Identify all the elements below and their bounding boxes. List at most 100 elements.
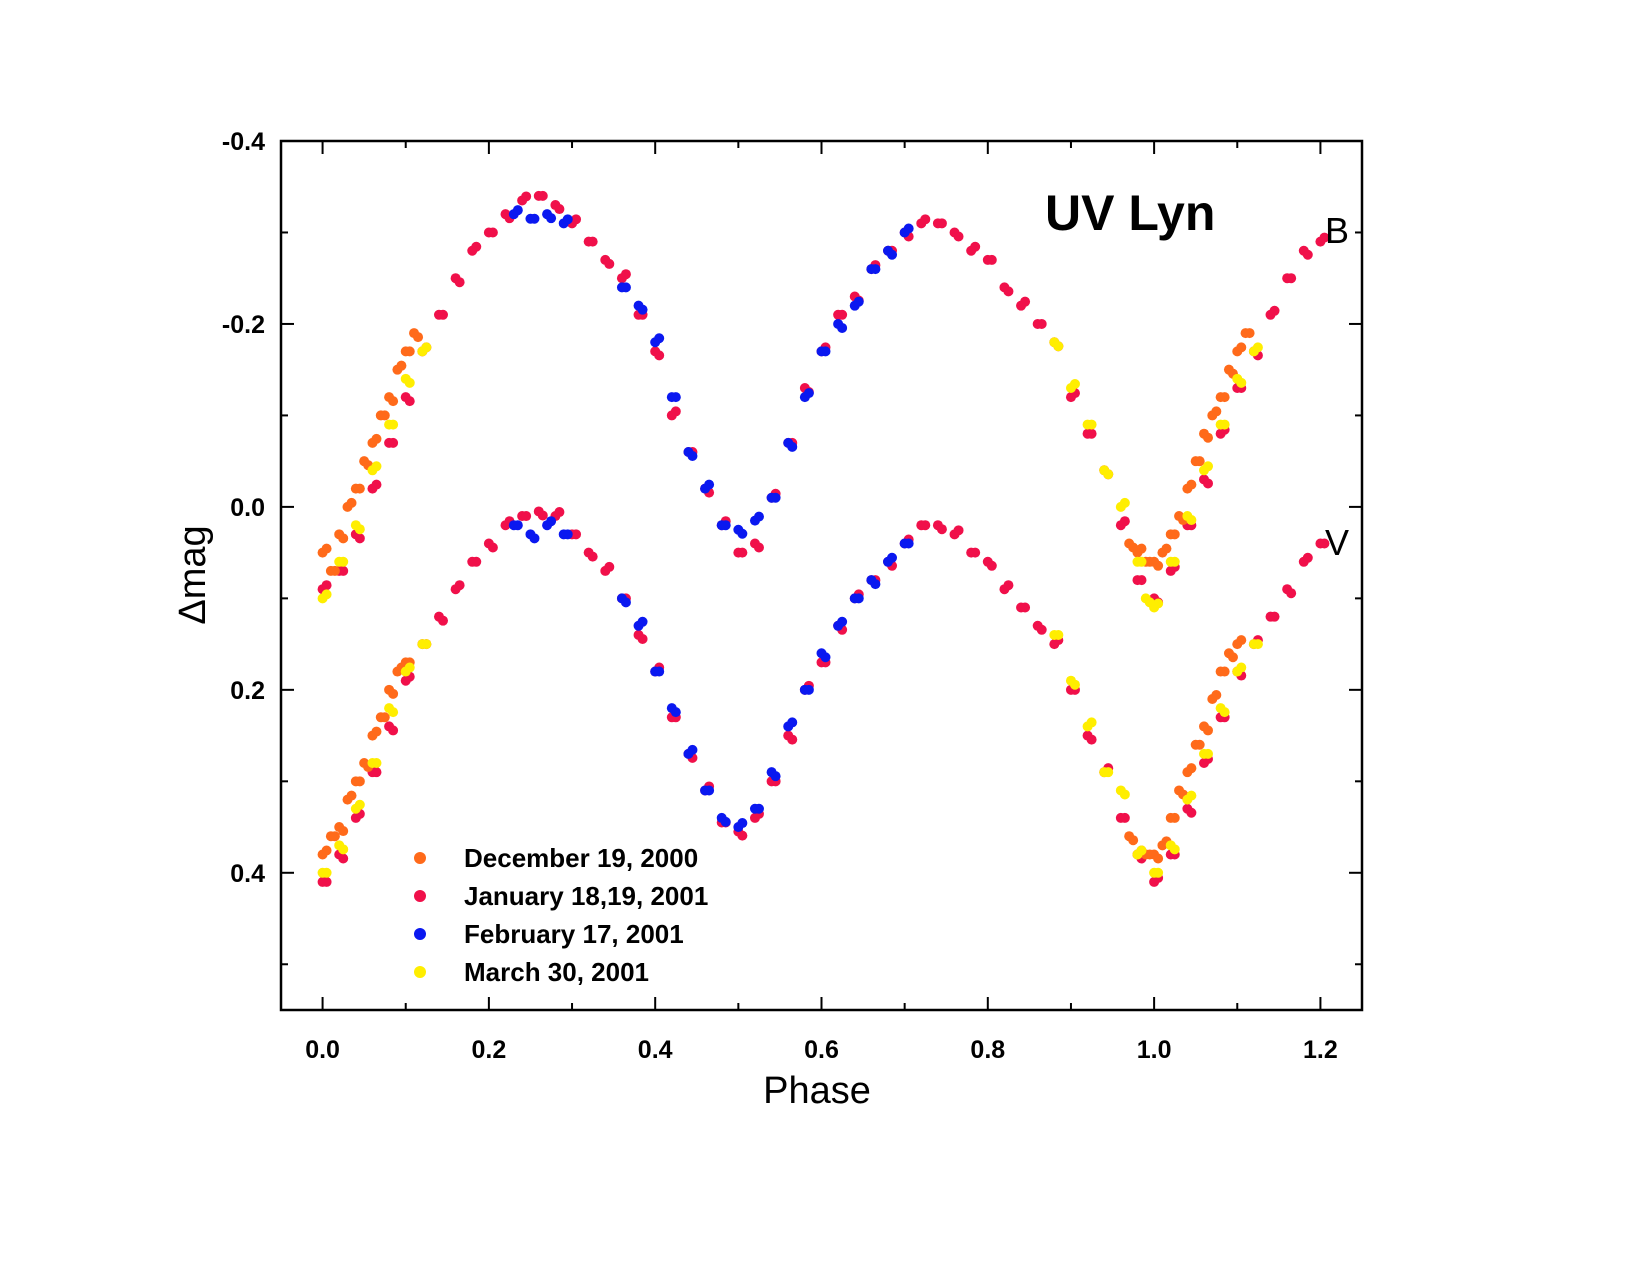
y-tick-label: 0.2 [230,677,265,705]
data-point [1169,529,1180,540]
data-point [487,542,498,553]
data-point [1161,543,1172,554]
data-point [471,241,482,252]
data-point [670,392,681,403]
data-point [1186,479,1197,490]
x-tick-label: 1.2 [1303,1036,1338,1064]
data-point [936,218,947,229]
data-point [388,688,399,699]
data-point [704,785,715,796]
data-point [1219,666,1230,677]
data-point [454,580,465,591]
data-point [404,346,415,357]
data-point [1203,725,1214,736]
data-point [920,214,931,225]
data-point [388,396,399,407]
data-point [571,214,582,225]
chart-title: UV Lyn [1045,185,1215,241]
data-point [637,616,648,627]
data-point [1203,478,1214,489]
data-point [354,483,365,494]
data-point [720,816,731,827]
data-point [1236,662,1247,673]
data-point [1119,516,1130,527]
data-point [437,615,448,626]
data-point [354,776,365,787]
y-tick-label: 0.4 [230,860,265,888]
data-point [1169,556,1180,567]
data-point [903,538,914,549]
data-point [421,639,432,650]
data-point [1128,835,1139,846]
data-point [1169,812,1180,823]
data-point [329,831,340,842]
data-point [1086,428,1097,439]
data-point [338,826,349,837]
data-point [1211,406,1222,417]
data-point [354,533,365,544]
data-point [321,589,332,600]
data-point [704,479,715,490]
data-point [737,830,748,841]
data-point [1203,461,1214,472]
data-point [346,497,357,508]
data-point [1069,679,1080,690]
data-point [1286,588,1297,599]
data-point [1086,717,1097,728]
data-point [388,419,399,430]
data-point [737,818,748,829]
data-point [1153,853,1164,864]
data-point [670,406,681,417]
data-point [687,744,698,755]
data-point [1219,392,1230,403]
legend-marker [414,928,426,940]
data-point [837,309,848,320]
data-point [787,717,798,728]
data-point [529,533,540,544]
legend-marker [414,966,426,978]
data-point [1252,639,1263,650]
data-point [1319,538,1330,549]
data-point [521,191,532,202]
data-point [1186,807,1197,818]
data-point [471,556,482,567]
data-point [1169,844,1180,855]
data-point [1153,560,1164,571]
data-point [521,511,532,522]
data-point [670,707,681,718]
data-point [1269,611,1280,622]
data-point [546,516,557,527]
data-point [1219,419,1230,430]
data-point [1194,739,1205,750]
data-point [371,767,382,778]
data-point [1252,342,1263,353]
data-point [820,652,831,663]
data-point [770,492,781,503]
data-point [1136,845,1147,856]
legend-label: March 30, 2001 [464,957,649,987]
data-point [1136,575,1147,586]
data-point [1244,328,1255,339]
data-point [1086,734,1097,745]
data-point [371,479,382,490]
data-point [529,213,540,224]
data-point [604,258,615,269]
x-tick-label: 0.4 [638,1036,673,1064]
data-point [338,556,349,567]
data-point [753,511,764,522]
legend-marker [414,890,426,902]
data-point [338,844,349,855]
data-point [1203,432,1214,443]
data-point [1136,543,1147,554]
data-point [487,227,498,238]
data-point [1219,707,1230,718]
data-point [1153,598,1164,609]
data-point [1136,556,1147,567]
data-point [1236,635,1247,646]
data-point [1036,318,1047,329]
y-tick-label: 0.0 [230,494,265,522]
data-point [321,543,332,554]
data-point [753,542,764,553]
data-point [687,451,698,462]
